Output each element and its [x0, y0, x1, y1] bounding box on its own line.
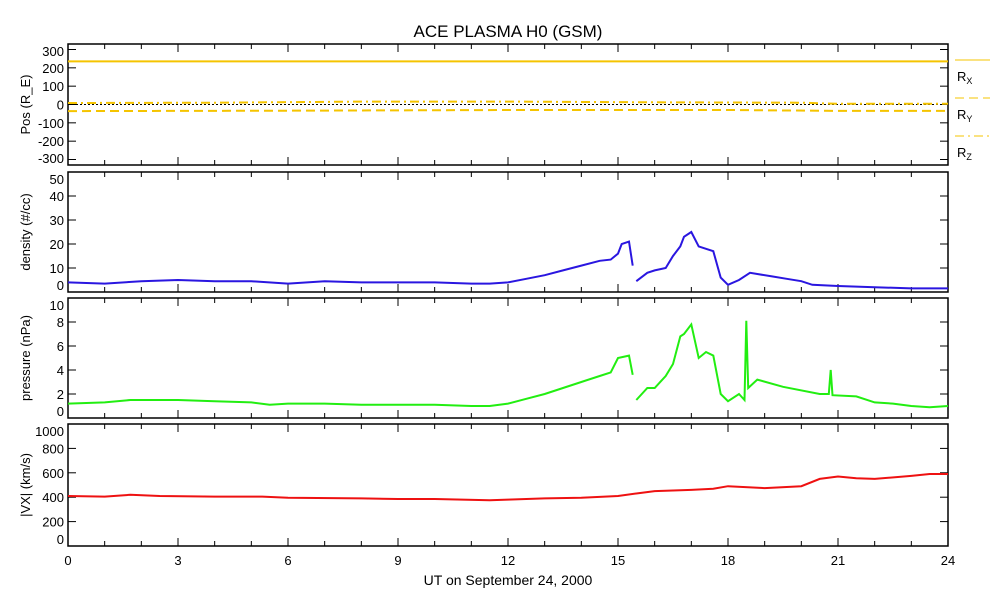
y-tick-label: 6 — [57, 339, 64, 354]
y-tick-label: 800 — [42, 441, 64, 456]
plot-frame — [67, 171, 949, 293]
series-line-pressure — [635, 320, 949, 409]
y-tick-label: -300 — [38, 151, 64, 166]
panel-2: 0 10 20 30 40 50 density (#/cc) — [18, 171, 949, 293]
x-tick-label: 0 — [64, 553, 71, 568]
series-line-vx — [67, 473, 948, 502]
series-line-pressure — [67, 354, 634, 407]
y-tick-label: 8 — [57, 315, 64, 330]
y-tick-label: 200 — [42, 515, 64, 530]
y-axis-label: |VX| (km/s) — [18, 453, 33, 517]
x-axis-label: UT on September 24, 2000 — [424, 572, 593, 588]
panel-1: 300 200 100 0 -100 -200 -300 Pos (R_E) RX RY RZ — [18, 43, 990, 166]
x-tick-label: 15 — [611, 553, 625, 568]
plot-frame — [67, 423, 949, 547]
y-axis-label: density (#/cc) — [18, 193, 33, 270]
y-tick-label: 50 — [50, 172, 64, 187]
y-tick-label: 0 — [57, 98, 64, 113]
y-tick-label: 100 — [42, 79, 64, 94]
y-tick-label: 2 — [57, 387, 64, 402]
y-tick-label: 10 — [50, 298, 64, 313]
y-axis-label: pressure (nPa) — [18, 315, 33, 401]
series-line-ry — [67, 109, 948, 113]
y-tick-label: 0 — [57, 278, 64, 293]
y-tick-label: 400 — [42, 490, 64, 505]
x-tick-label: 3 — [174, 553, 181, 568]
series-line-rz — [67, 100, 948, 105]
y-tick-label: -100 — [38, 116, 64, 131]
y-tick-label: 0 — [57, 404, 64, 419]
panel-4: 0 200 400 600 800 1000|VX| (km/s) 0 3 6 9 12 15 18 21… — [18, 423, 955, 568]
x-tick-label: 9 — [394, 553, 401, 568]
series-line-density — [67, 240, 634, 285]
y-tick-label: 30 — [50, 213, 64, 228]
x-tick-label: 21 — [831, 553, 845, 568]
series-line-density — [635, 230, 948, 290]
y-axis-label: Pos (R_E) — [18, 75, 33, 135]
y-tick-label: 4 — [57, 363, 64, 378]
y-tick-label: 20 — [50, 237, 64, 252]
x-tick-label: 24 — [941, 553, 955, 568]
y-tick-label: 1000 — [35, 424, 64, 439]
x-tick-label: 12 — [501, 553, 515, 568]
y-tick-label: 200 — [42, 61, 64, 76]
y-tick-label: 10 — [50, 261, 64, 276]
y-tick-label: 600 — [42, 466, 64, 481]
legend-label: RX — [957, 69, 972, 86]
legend-label: RZ — [957, 145, 972, 162]
y-tick-label: 300 — [42, 44, 64, 59]
y-tick-label: -200 — [38, 134, 64, 149]
y-tick-label: 40 — [50, 189, 64, 204]
legend-label: RY — [957, 107, 972, 124]
y-tick-label: 0 — [57, 532, 64, 547]
panel-3: 0 2 4 6 8 10 pressure (nPa) — [18, 297, 949, 419]
chart-title: ACE PLASMA H0 (GSM) — [414, 22, 603, 41]
x-tick-label: 18 — [721, 553, 735, 568]
x-tick-label: 6 — [284, 553, 291, 568]
